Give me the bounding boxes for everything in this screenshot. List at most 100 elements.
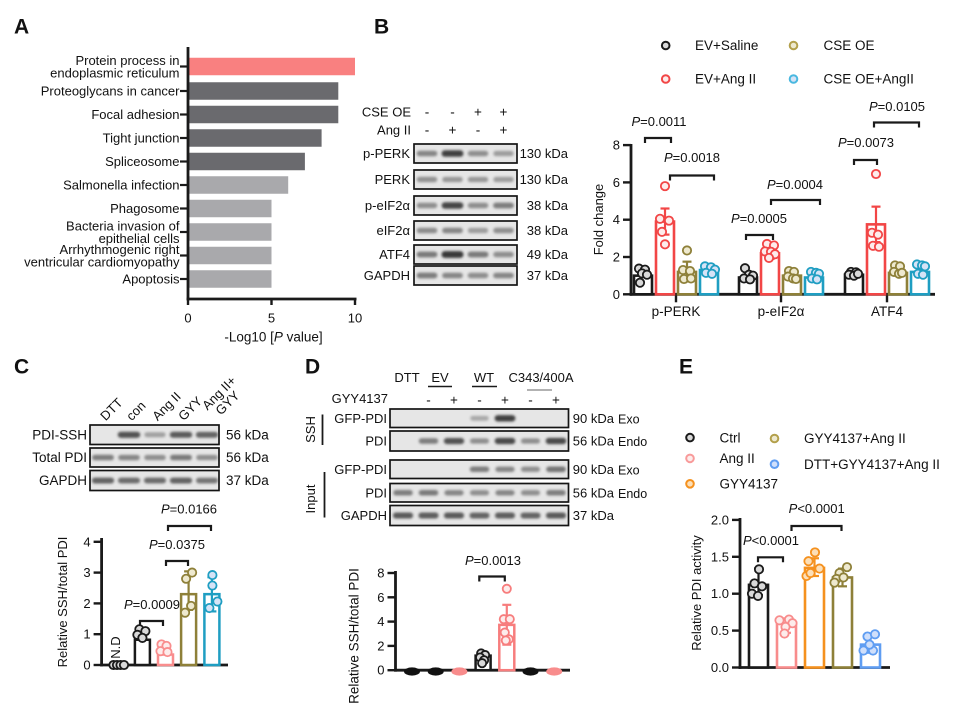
svg-text:2: 2 [377,638,384,653]
svg-text:0.0: 0.0 [711,660,729,675]
svg-text:Relative PDI activity: Relative PDI activity [689,535,704,651]
svg-text:Tight junction: Tight junction [103,131,180,146]
svg-text:-: - [425,105,430,120]
svg-text:+: + [500,123,508,138]
svg-text:GYY4137: GYY4137 [332,391,388,406]
svg-text:Phagosome: Phagosome [110,201,179,216]
svg-text:-: - [450,105,455,120]
svg-text:4: 4 [83,534,90,549]
svg-text:+: + [450,393,458,408]
svg-text:EV: EV [431,370,449,385]
svg-text:2: 2 [613,250,620,265]
svg-text:37 kDa: 37 kDa [527,268,569,283]
svg-text:CSE OE: CSE OE [824,38,875,53]
svg-text:C343/400A: C343/400A [508,370,573,385]
svg-text:Ang II: Ang II [720,451,755,466]
svg-text:8: 8 [613,138,620,153]
svg-text:0: 0 [613,287,620,302]
svg-text:56 kDa: 56 kDa [573,434,615,449]
svg-text:p-eIF2α: p-eIF2α [758,304,805,319]
svg-text:Salmonella infection: Salmonella infection [63,178,179,193]
svg-text:p-PERK: p-PERK [363,146,410,161]
svg-text:Proteoglycans in cancer: Proteoglycans in cancer [41,84,180,99]
svg-text:1.5: 1.5 [711,549,729,564]
svg-text:0: 0 [377,663,384,678]
svg-text:P=0.0105: P=0.0105 [869,99,925,114]
svg-text:D: D [305,356,320,379]
svg-text:E: E [679,356,693,379]
svg-text:P<0.0001: P<0.0001 [789,501,845,516]
svg-text:P=0.0375: P=0.0375 [149,537,205,552]
svg-text:56 kDa: 56 kDa [226,450,269,465]
svg-text:+: + [474,105,482,120]
svg-text:38 kDa: 38 kDa [527,223,569,238]
svg-text:ventricular cardiomyopathy: ventricular cardiomyopathy [24,255,180,270]
svg-text:Spliceosome: Spliceosome [105,154,179,169]
svg-text:6: 6 [613,175,620,190]
svg-text:P=0.0073: P=0.0073 [838,135,894,150]
svg-text:P=0.0013: P=0.0013 [465,553,521,568]
svg-text:DTT+GYY4137+Ang II: DTT+GYY4137+Ang II [804,457,940,472]
svg-text:p-PERK: p-PERK [652,304,701,319]
svg-text:Input: Input [303,484,318,513]
svg-text:P=0.0011: P=0.0011 [631,114,686,129]
svg-text:Relative SSH/total PDI: Relative SSH/total PDI [55,537,70,668]
svg-text:GAPDH: GAPDH [341,508,387,523]
svg-text:-: - [477,393,482,408]
svg-text:4: 4 [613,212,620,227]
svg-text:Bacteria invasion of: Bacteria invasion of [66,219,180,234]
svg-text:EV+Saline: EV+Saline [695,38,758,53]
svg-text:P=0.0166: P=0.0166 [161,502,217,517]
svg-text:90 kDa: 90 kDa [573,462,615,477]
svg-text:5: 5 [268,311,275,326]
svg-text:0: 0 [83,658,90,673]
svg-text:GFP-PDI: GFP-PDI [334,462,387,477]
svg-text:CSE OE+AngII: CSE OE+AngII [824,72,914,87]
svg-text:P=0.0009: P=0.0009 [124,597,180,612]
svg-text:Endo: Endo [618,435,647,449]
svg-text:4: 4 [377,614,384,629]
svg-text:Arrhythmogenic right: Arrhythmogenic right [60,242,180,257]
svg-text:ATF4: ATF4 [871,304,903,319]
svg-text:N.D: N.D [108,636,123,658]
svg-text:+: + [500,105,508,120]
svg-text:-: - [476,123,481,138]
svg-text:B: B [374,16,389,39]
svg-text:ATF4: ATF4 [379,247,410,262]
svg-text:C: C [14,356,29,379]
svg-text:Ang II: Ang II [377,123,411,138]
svg-text:1.0: 1.0 [711,586,729,601]
svg-text:GYY4137: GYY4137 [720,477,779,492]
svg-text:EV+Ang II: EV+Ang II [695,72,756,87]
svg-text:endoplasmic reticulum: endoplasmic reticulum [50,66,179,81]
svg-text:37 kDa: 37 kDa [226,473,269,488]
svg-text:eIF2α: eIF2α [376,223,410,238]
svg-text:130 kDa: 130 kDa [520,172,569,187]
svg-text:+: + [449,123,457,138]
svg-text:+: + [552,393,560,408]
svg-text:GFP-PDI: GFP-PDI [334,411,387,426]
svg-text:90 kDa: 90 kDa [573,411,615,426]
svg-text:A: A [14,16,29,39]
svg-text:GAPDH: GAPDH [364,268,410,283]
svg-text:2: 2 [83,596,90,611]
svg-text:Endo: Endo [618,487,647,501]
svg-text:Focal adhesion: Focal adhesion [91,107,179,122]
svg-text:0: 0 [184,311,191,326]
svg-text:p-eIF2α: p-eIF2α [365,198,411,213]
svg-text:+: + [501,393,509,408]
svg-text:56 kDa: 56 kDa [226,427,269,442]
svg-text:WT: WT [474,370,494,385]
svg-text:56 kDa: 56 kDa [573,485,615,500]
svg-text:PDI-SSH: PDI-SSH [32,427,87,442]
svg-text:-Log10 [P value]: -Log10 [P value] [224,330,322,345]
svg-text:0.5: 0.5 [711,623,729,638]
svg-text:1: 1 [83,627,90,642]
svg-text:P=0.0005: P=0.0005 [731,211,787,226]
svg-text:-: - [528,393,533,408]
svg-text:P<0.0001: P<0.0001 [743,533,799,548]
svg-text:Exo: Exo [618,412,640,426]
svg-text:P=0.0018: P=0.0018 [664,150,720,165]
svg-text:Exo: Exo [618,463,640,477]
svg-text:3: 3 [83,565,90,580]
